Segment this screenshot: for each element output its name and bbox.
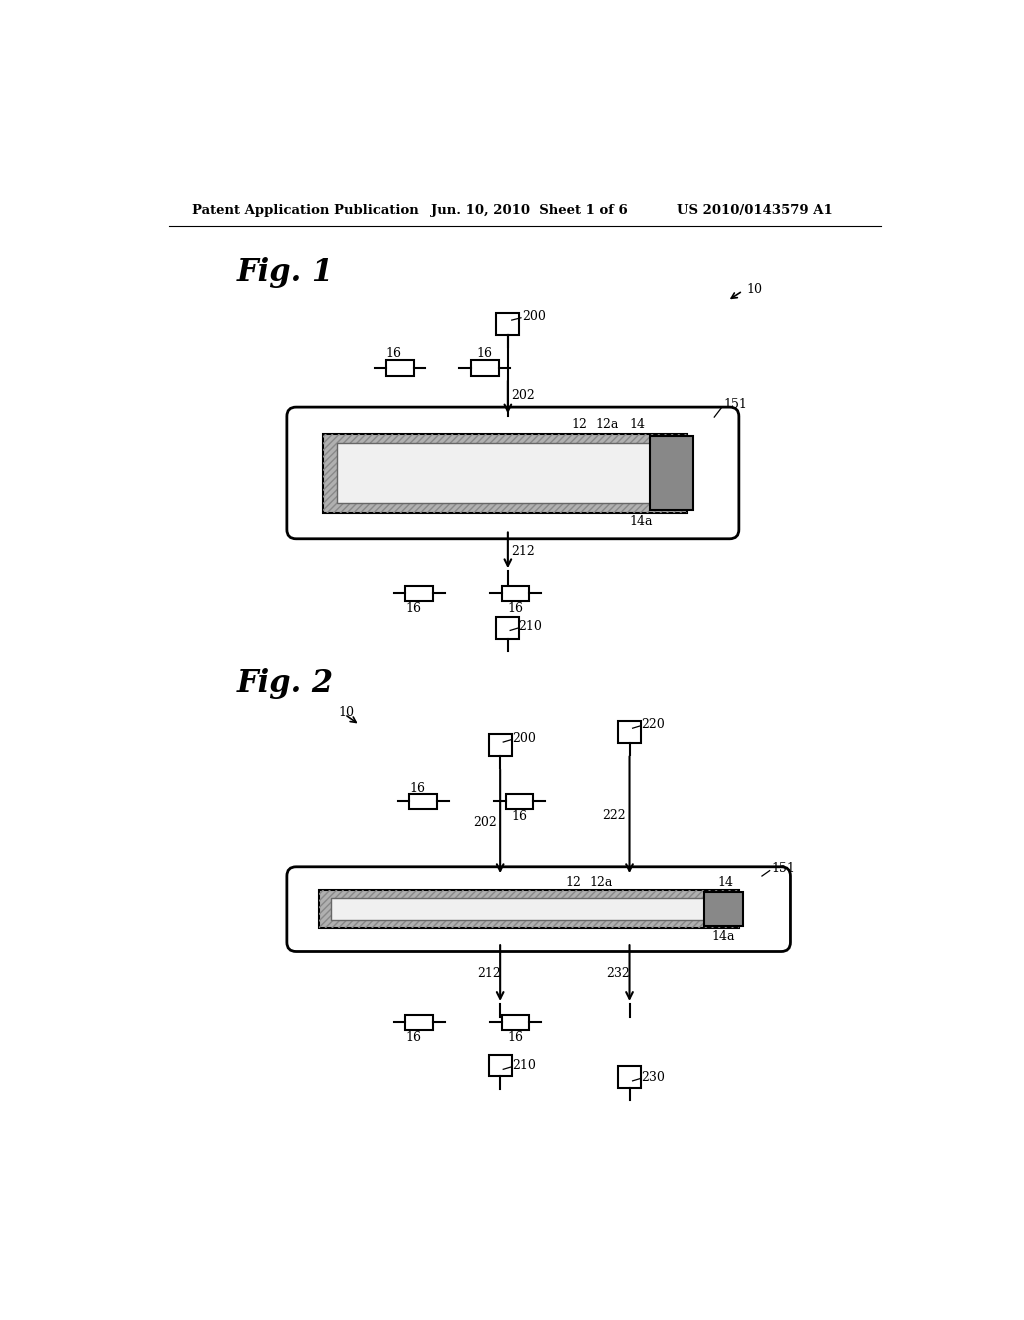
Text: 220: 220 bbox=[641, 718, 665, 731]
Text: 16: 16 bbox=[409, 781, 425, 795]
FancyBboxPatch shape bbox=[287, 867, 791, 952]
Text: 16: 16 bbox=[511, 810, 527, 824]
FancyBboxPatch shape bbox=[488, 1055, 512, 1076]
Bar bbox=[331, 899, 705, 920]
Text: 212: 212 bbox=[477, 966, 501, 979]
Text: 16: 16 bbox=[406, 1031, 421, 1044]
Text: 14: 14 bbox=[717, 875, 733, 888]
Text: 16: 16 bbox=[386, 347, 401, 360]
FancyBboxPatch shape bbox=[386, 360, 414, 376]
FancyBboxPatch shape bbox=[617, 1067, 641, 1088]
Text: 16: 16 bbox=[508, 602, 523, 615]
FancyBboxPatch shape bbox=[497, 618, 519, 639]
FancyBboxPatch shape bbox=[406, 586, 433, 601]
Text: 210: 210 bbox=[518, 620, 543, 634]
FancyBboxPatch shape bbox=[502, 586, 529, 601]
Bar bbox=[319, 890, 739, 928]
Text: 16: 16 bbox=[477, 347, 493, 360]
Bar bbox=[323, 434, 687, 512]
Bar bbox=[319, 890, 739, 928]
Text: 210: 210 bbox=[512, 1059, 536, 1072]
FancyBboxPatch shape bbox=[488, 734, 512, 756]
Text: 222: 222 bbox=[602, 809, 627, 822]
FancyBboxPatch shape bbox=[287, 407, 739, 539]
Text: 14a: 14a bbox=[630, 515, 653, 528]
Text: Fig. 1: Fig. 1 bbox=[237, 257, 334, 288]
Text: Patent Application Publication: Patent Application Publication bbox=[193, 205, 419, 218]
Text: 14a: 14a bbox=[712, 929, 735, 942]
Bar bbox=[323, 434, 687, 512]
Text: 12: 12 bbox=[565, 875, 582, 888]
Text: 16: 16 bbox=[508, 1031, 523, 1044]
Text: Fig. 2: Fig. 2 bbox=[237, 668, 334, 700]
FancyBboxPatch shape bbox=[406, 1015, 433, 1030]
FancyBboxPatch shape bbox=[497, 313, 519, 335]
Text: 151: 151 bbox=[771, 862, 795, 875]
Text: 12: 12 bbox=[571, 417, 587, 430]
FancyBboxPatch shape bbox=[502, 1015, 529, 1030]
Text: 10: 10 bbox=[339, 706, 354, 719]
Text: 200: 200 bbox=[521, 310, 546, 323]
Text: 14: 14 bbox=[630, 417, 645, 430]
Text: 16: 16 bbox=[406, 602, 421, 615]
Text: 200: 200 bbox=[512, 731, 536, 744]
Text: 230: 230 bbox=[641, 1071, 665, 1084]
Text: 12a: 12a bbox=[590, 875, 612, 888]
Text: 232: 232 bbox=[606, 966, 630, 979]
Bar bbox=[337, 444, 650, 503]
FancyBboxPatch shape bbox=[506, 793, 534, 809]
Bar bbox=[705, 892, 742, 927]
Text: US 2010/0143579 A1: US 2010/0143579 A1 bbox=[677, 205, 833, 218]
Text: 202: 202 bbox=[511, 389, 535, 403]
Text: Jun. 10, 2010  Sheet 1 of 6: Jun. 10, 2010 Sheet 1 of 6 bbox=[431, 205, 628, 218]
FancyBboxPatch shape bbox=[471, 360, 499, 376]
Text: 212: 212 bbox=[511, 545, 535, 557]
Text: 10: 10 bbox=[746, 282, 763, 296]
Text: 151: 151 bbox=[724, 399, 748, 412]
Text: 12a: 12a bbox=[596, 417, 620, 430]
FancyBboxPatch shape bbox=[410, 793, 437, 809]
Text: 202: 202 bbox=[473, 816, 497, 829]
FancyBboxPatch shape bbox=[617, 721, 641, 743]
Bar bbox=[650, 437, 693, 511]
